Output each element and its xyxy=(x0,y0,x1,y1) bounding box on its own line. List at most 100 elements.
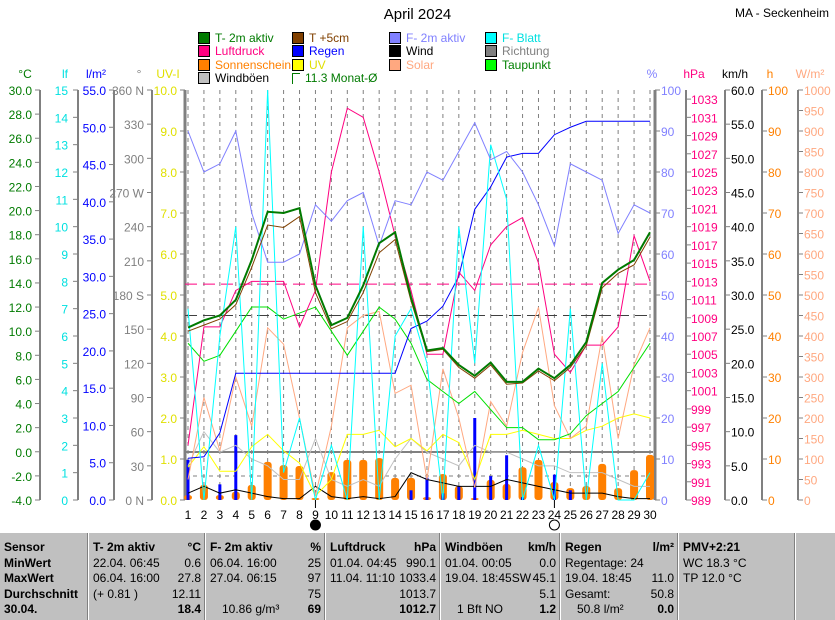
tick-label: 360 N xyxy=(112,84,144,98)
tick-label: 210 xyxy=(124,255,144,269)
x-tick-label: 17 xyxy=(436,508,450,522)
axis-title-leaf: lf xyxy=(62,67,69,81)
stats-value: 69 xyxy=(307,602,321,616)
tick-label: 8 xyxy=(61,275,68,289)
stats-row: 19.04. 18:45 11.0 xyxy=(565,571,674,587)
x-tick-label: 7 xyxy=(280,508,287,522)
stats-value: 11.0 xyxy=(651,571,674,585)
tick-label: 80 xyxy=(661,166,675,180)
x-tick-label: 2 xyxy=(201,508,208,522)
tick-label: 120 xyxy=(124,357,144,371)
tick-label: 0.0 xyxy=(160,494,177,508)
legend-swatch xyxy=(389,32,401,44)
tick-label: 50.0 xyxy=(731,152,755,166)
tick-label: 950 xyxy=(804,105,824,119)
tick-label: 270 W xyxy=(109,187,144,201)
tick-label: 30.0 xyxy=(83,270,107,284)
stats-column: Regen l/m² Regentage: 24 19.04. 18:45 11.0 Ge… xyxy=(560,533,678,620)
tick-label: 1015 xyxy=(691,257,718,271)
tick-label: 1025 xyxy=(691,166,718,180)
tick-label: 20 xyxy=(768,412,782,426)
plot-area xyxy=(185,90,653,500)
x-tick-label: 24 xyxy=(548,508,562,522)
stats-label: TP 12.0 °C xyxy=(683,571,742,585)
legend-label: T +5cm xyxy=(309,31,350,45)
x-tick-label: 28 xyxy=(611,508,625,522)
stats-value: 12.11 xyxy=(171,586,201,601)
stats-row: PMV+2:21 xyxy=(683,540,791,556)
bar-rain xyxy=(505,455,509,500)
stats-column: Sensor MinWert MaxWert Durchschnitt 30.04. xyxy=(0,533,87,620)
tick-label: 240 xyxy=(124,221,144,235)
x-tick-label: 10 xyxy=(325,508,339,522)
legend-swatch xyxy=(198,59,210,71)
stats-value: 97 xyxy=(307,571,321,585)
legend-swatch xyxy=(198,32,210,44)
tick-label: 15 xyxy=(55,84,69,98)
legend-swatch xyxy=(389,59,401,71)
legend-swatch xyxy=(292,45,304,57)
tick-label: 1007 xyxy=(691,330,718,344)
tick-label: 40 xyxy=(768,330,782,344)
bar-sunshine xyxy=(407,477,416,500)
axis-title-uv: UV-I xyxy=(156,67,179,81)
tick-label: 999 xyxy=(691,403,711,417)
axis-title-solar: W/m² xyxy=(796,67,825,81)
stats-label: 01.04. 00:05 xyxy=(445,555,512,570)
tick-label: 1033 xyxy=(691,93,718,107)
legend-label: F- 2m aktiv xyxy=(406,31,466,45)
bar-rain xyxy=(457,485,461,500)
legend-swatch xyxy=(485,32,497,44)
x-tick-label: 23 xyxy=(532,508,546,522)
legend-label: 11.3 Monat-Ø xyxy=(305,71,378,85)
stats-value: 45.1 xyxy=(532,571,556,585)
legend-item: Richtung xyxy=(485,44,549,58)
stats-label: 06.04. 16:00 xyxy=(210,555,277,570)
new-moon-icon xyxy=(309,519,321,531)
tick-label: 850 xyxy=(804,146,824,160)
bar-rain xyxy=(234,435,238,500)
tick-label: 35.0 xyxy=(83,233,107,247)
stats-label: Luftdruck xyxy=(330,540,386,554)
tick-label: 13 xyxy=(55,139,69,153)
legend-swatch xyxy=(389,45,401,57)
stats-row: 06.04. 16:00 27.8 xyxy=(93,571,201,587)
axis-title-temp: °C xyxy=(18,67,32,81)
tick-label: 1003 xyxy=(691,366,718,380)
legend-label: Wind xyxy=(406,44,434,58)
tick-label: 22.0 xyxy=(9,180,33,194)
x-tick-label: 15 xyxy=(404,508,418,522)
stats-row xyxy=(800,540,831,556)
tick-label: 750 xyxy=(804,187,824,201)
stats-label: 01.04. 04:45 xyxy=(330,555,397,570)
stats-row: 10.86 g/m³ 69 xyxy=(210,602,321,618)
tick-label: 330 xyxy=(124,118,144,132)
tick-label: 800 xyxy=(804,166,824,180)
tick-label: 14 xyxy=(55,111,69,125)
tick-label: 9 xyxy=(61,248,68,262)
bar-sunshine xyxy=(598,463,607,500)
tick-label: 8.0 xyxy=(15,349,32,363)
tick-label: 10.0 xyxy=(154,84,178,98)
tick-label: 300 xyxy=(124,152,144,166)
x-tick-label: 14 xyxy=(388,508,402,522)
tick-label: 0 xyxy=(61,494,68,508)
stats-row: 01.04. 00:05 0.0 xyxy=(445,556,556,572)
tick-label: 12 xyxy=(55,166,69,180)
legend-item: F- 2m aktiv xyxy=(389,31,465,45)
tick-label: 3 xyxy=(61,412,68,426)
tick-label: 1001 xyxy=(691,385,718,399)
bar-sunshine xyxy=(646,454,654,500)
x-tick-label: 1 xyxy=(185,508,192,522)
full-moon-icon xyxy=(548,519,560,531)
x-tick-label: 20 xyxy=(484,508,498,522)
legend-item: UV xyxy=(292,58,326,72)
legend-label: Luftdruck xyxy=(215,44,265,58)
tick-label: 1027 xyxy=(691,148,718,162)
stats-value: 1033.4 xyxy=(399,571,436,585)
stats-value: 0.0 xyxy=(539,555,556,570)
stats-table: Sensor MinWert MaxWert Durchschnitt 30.04. T-… xyxy=(0,533,835,620)
tick-label: 1011 xyxy=(691,294,717,308)
stats-value: 0.0 xyxy=(657,602,674,616)
bar-rain xyxy=(552,474,556,500)
